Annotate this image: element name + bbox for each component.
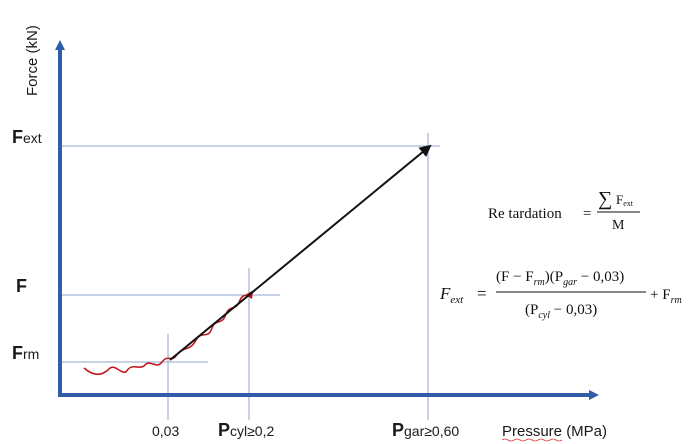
formula1-lhs: Re tardation (488, 206, 562, 222)
force-arrow (169, 144, 432, 361)
formula2-den: (Pcyl − 0,03) (525, 302, 597, 321)
formula2-num-a-sub: rm (534, 277, 545, 288)
fext-formula: Fext = (F − Frm)(Pgar − 0,03) (Pcyl − 0,… (439, 269, 682, 321)
formula2-num-b: )(P (545, 269, 563, 285)
pgar-label: Pgar≥0,60 (392, 420, 459, 440)
formula2-num-a: (F − F (496, 269, 534, 285)
formula2-num-c: − 0,03) (577, 269, 624, 285)
formula2-den-b: − 0,03) (550, 302, 597, 318)
formula2-plus: + Frm (650, 287, 682, 306)
frm-label-main: F (12, 343, 23, 363)
formula2-lhs-sub: ext (450, 294, 464, 306)
fext-label: Fext (12, 127, 42, 147)
formula1-num-f: F (616, 192, 623, 207)
formula2-lhs-f: F (439, 284, 451, 303)
f-label-main: F (16, 276, 27, 296)
formula2-num-b-sub: gar (563, 277, 577, 288)
formula1-eq: = (583, 206, 591, 222)
p003-label: 0,03 (152, 423, 179, 439)
formula2-num: (F − Frm)(Pgar − 0,03) (496, 269, 624, 288)
formula1-num: Fext (616, 192, 634, 208)
frm-label: Frm (12, 343, 39, 363)
formula2-plus-f: + F (650, 287, 671, 303)
formula2-eq: = (477, 284, 487, 303)
pcyl-label-main: P (218, 420, 230, 440)
formula2-den-a-sub: cyl (538, 310, 550, 321)
formula2-plus-sub: rm (671, 295, 682, 306)
retardation-formula: Re tardation = ∑ Fext M (488, 188, 640, 233)
fext-label-sub: ext (23, 130, 42, 146)
frm-label-sub: rm (23, 346, 39, 362)
x-axis-title: Pressure (MPa) (502, 423, 607, 440)
formula1-den: M (612, 218, 625, 233)
f-label: F (16, 276, 27, 296)
formula1-sum: ∑ (598, 188, 612, 210)
fext-label-main: F (12, 127, 23, 147)
pcyl-label: Pcyl≥0,2 (218, 420, 274, 440)
pcyl-label-sub: cyl≥0,2 (230, 423, 274, 439)
pgar-label-sub: gar≥0,60 (404, 423, 459, 439)
formula2-den-a: (P (525, 302, 538, 318)
y-axis-title: Force (kN) (24, 25, 41, 96)
x-axis-title-underline (501, 438, 563, 442)
formula1-num-sub: ext (623, 199, 634, 208)
formula2-lhs: Fext (439, 284, 464, 306)
pgar-label-main: P (392, 420, 404, 440)
